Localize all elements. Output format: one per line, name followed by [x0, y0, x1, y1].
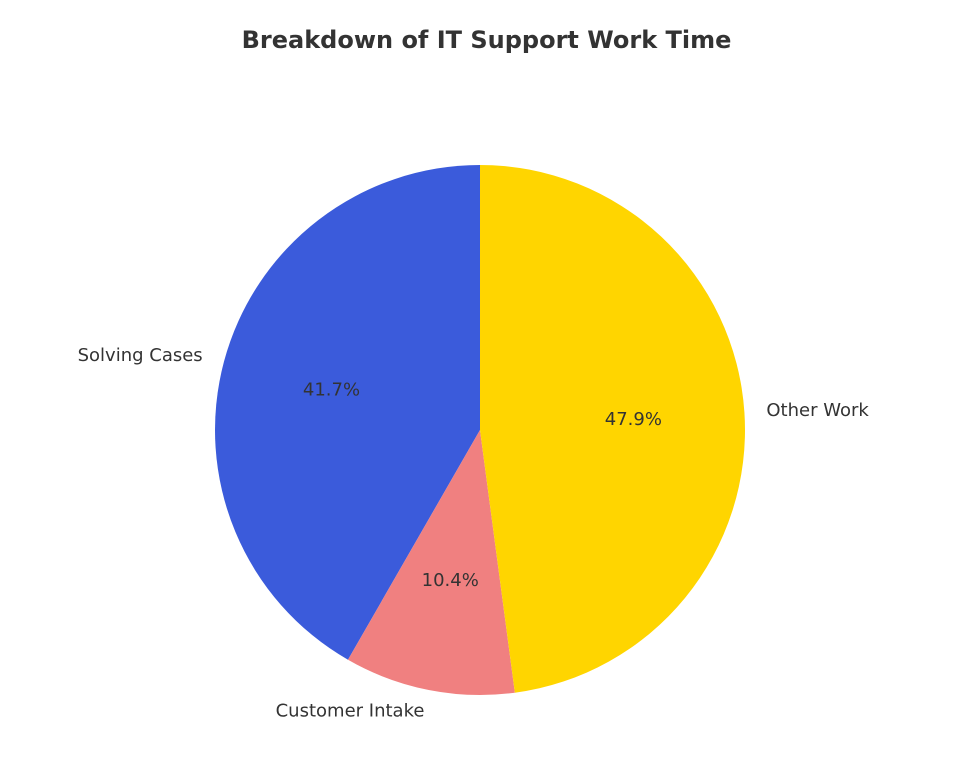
pie-chart: 41.7% Solving Cases 10.4% Customer Intake 47…: [0, 0, 973, 780]
pie-pct-label-0: 41.7%: [303, 379, 360, 400]
pie-pct-label-1: 10.4%: [422, 570, 479, 591]
pie-outer-label-1: Customer Intake: [276, 701, 425, 722]
pie-outer-label-2: Other Work: [766, 400, 869, 421]
chart-title: Breakdown of IT Support Work Time: [0, 26, 973, 54]
pie-outer-label-0: Solving Cases: [78, 345, 203, 366]
pie-pct-label-2: 47.9%: [605, 409, 662, 430]
chart-container: Breakdown of IT Support Work Time 41.7% S…: [0, 0, 973, 780]
